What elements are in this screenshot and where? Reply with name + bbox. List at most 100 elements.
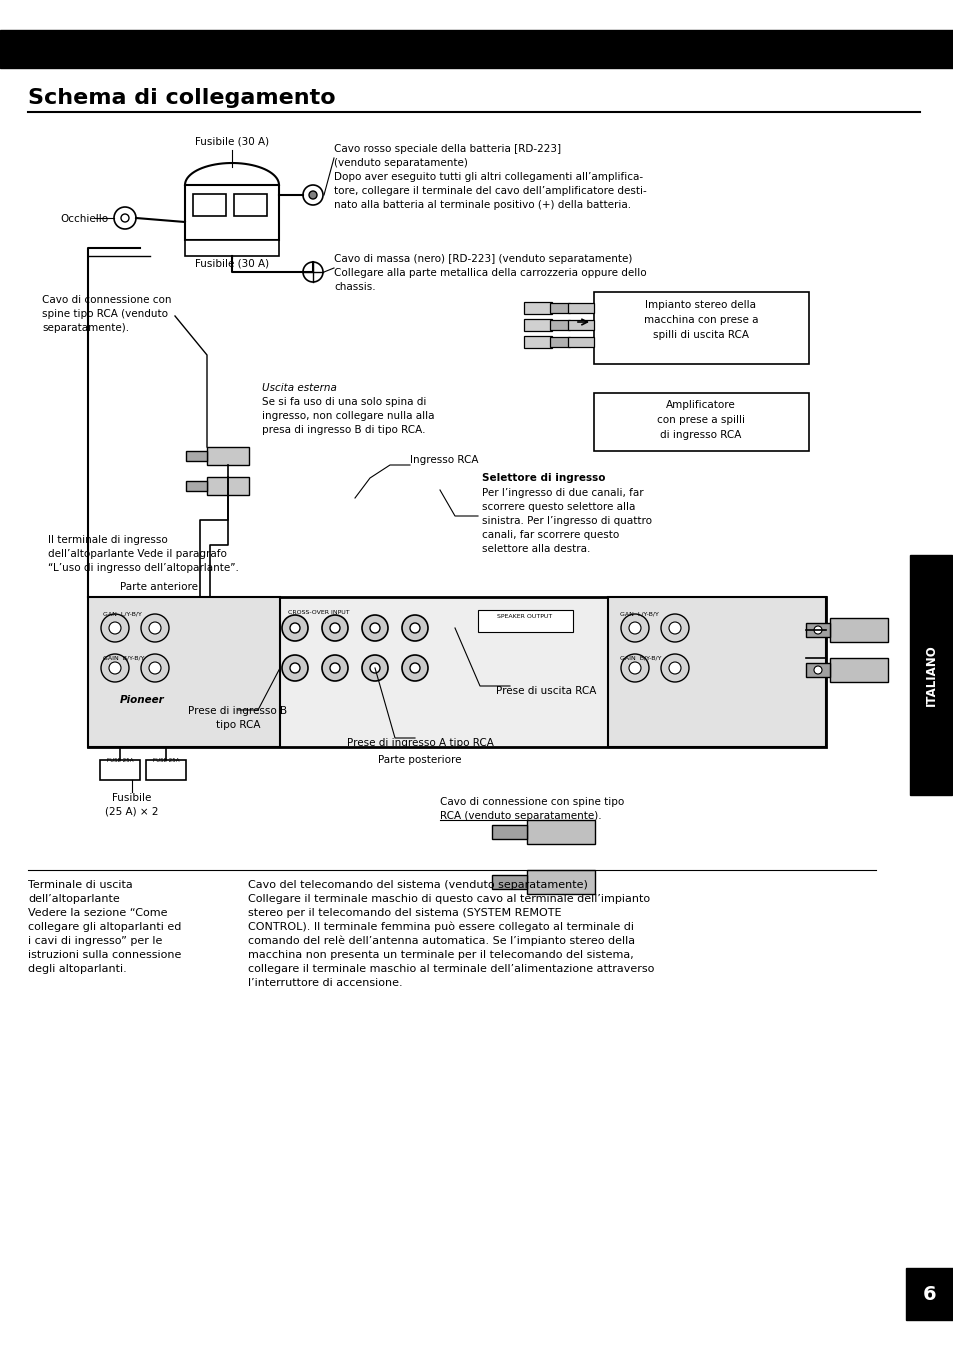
Text: 6: 6: [923, 1285, 936, 1304]
Text: Cavo di connessione con spine tipo: Cavo di connessione con spine tipo: [439, 797, 623, 808]
Bar: [523, 318, 552, 331]
Text: Prese di ingresso B: Prese di ingresso B: [189, 706, 287, 715]
Text: tore, collegare il terminale del cavo dell’amplificatore desti-: tore, collegare il terminale del cavo de…: [334, 186, 646, 196]
Text: (venduto separatamente): (venduto separatamente): [334, 159, 467, 168]
Bar: [185, 186, 278, 240]
Bar: [186, 451, 207, 461]
Bar: [88, 598, 280, 747]
Bar: [193, 194, 226, 215]
Bar: [594, 393, 808, 451]
Text: Impianto stereo della: Impianto stereo della: [645, 299, 756, 310]
Bar: [567, 304, 594, 313]
Circle shape: [101, 614, 129, 642]
Circle shape: [668, 622, 680, 634]
Bar: [146, 760, 186, 780]
Circle shape: [303, 186, 323, 205]
Bar: [550, 320, 569, 331]
Text: con prese a spilli: con prese a spilli: [657, 415, 744, 425]
Bar: [492, 825, 526, 839]
Text: Dopo aver eseguito tutti gli altri collegamenti all’amplifica-: Dopo aver eseguito tutti gli altri colle…: [334, 172, 642, 182]
Bar: [523, 302, 552, 314]
Circle shape: [330, 623, 339, 633]
Bar: [567, 320, 594, 331]
Bar: [186, 481, 207, 491]
Text: l’interruttore di accensione.: l’interruttore di accensione.: [248, 978, 402, 988]
Text: comando del relè dell’antenna automatica. Se l’impianto stereo della: comando del relè dell’antenna automatica…: [248, 936, 635, 947]
Bar: [594, 291, 808, 364]
Circle shape: [410, 623, 419, 633]
Text: selettore alla destra.: selettore alla destra.: [481, 543, 590, 554]
Text: chassis.: chassis.: [334, 282, 375, 291]
Circle shape: [628, 663, 640, 673]
Bar: [905, 1268, 953, 1320]
Bar: [550, 304, 569, 313]
Text: Fusibile: Fusibile: [112, 793, 152, 804]
Circle shape: [620, 654, 648, 682]
Text: Cavo rosso speciale della batteria [RD-223]: Cavo rosso speciale della batteria [RD-2…: [334, 144, 560, 154]
Circle shape: [113, 207, 136, 229]
Text: Se si fa uso di una solo spina di: Se si fa uso di una solo spina di: [262, 397, 426, 406]
Bar: [607, 598, 825, 747]
Bar: [0, 30, 953, 68]
Bar: [207, 447, 249, 465]
Circle shape: [813, 667, 821, 673]
Bar: [88, 598, 825, 747]
Text: Amplificatore: Amplificatore: [665, 400, 735, 411]
Circle shape: [309, 191, 316, 199]
Text: Per l’ingresso di due canali, far: Per l’ingresso di due canali, far: [481, 488, 643, 499]
Text: ITALIANO: ITALIANO: [923, 644, 937, 706]
Circle shape: [303, 262, 323, 282]
Text: separatamente).: separatamente).: [42, 322, 129, 333]
Text: GAN  L/Y-B/Y: GAN L/Y-B/Y: [619, 612, 659, 617]
Circle shape: [290, 663, 299, 673]
Text: CROSS-OVER INPUT: CROSS-OVER INPUT: [288, 610, 349, 615]
Text: GAIN  B/Y-B/Y: GAIN B/Y-B/Y: [103, 654, 144, 660]
Text: Cavo di massa (nero) [RD-223] (venduto separatamente): Cavo di massa (nero) [RD-223] (venduto s…: [334, 253, 632, 264]
Circle shape: [109, 663, 121, 673]
Circle shape: [660, 614, 688, 642]
Bar: [477, 610, 573, 631]
Text: macchina non presenta un terminale per il telecomando del sistema,: macchina non presenta un terminale per i…: [248, 950, 633, 959]
Circle shape: [141, 614, 169, 642]
Circle shape: [628, 622, 640, 634]
Text: Collegare il terminale maschio di questo cavo al terminale dell’impianto: Collegare il terminale maschio di questo…: [248, 894, 649, 904]
Bar: [567, 337, 594, 347]
Bar: [805, 663, 829, 678]
Circle shape: [282, 615, 308, 641]
Circle shape: [322, 654, 348, 682]
Text: Prese di ingresso A tipo RCA: Prese di ingresso A tipo RCA: [346, 738, 493, 748]
Text: i cavi di ingresso” per le: i cavi di ingresso” per le: [28, 936, 162, 946]
Bar: [233, 194, 267, 215]
Bar: [909, 556, 951, 795]
Circle shape: [322, 615, 348, 641]
Text: dell’altoparlante: dell’altoparlante: [28, 894, 120, 904]
Bar: [185, 240, 278, 256]
Text: Collegare alla parte metallica della carrozzeria oppure dello: Collegare alla parte metallica della car…: [334, 268, 646, 278]
Circle shape: [813, 626, 821, 634]
Circle shape: [410, 663, 419, 673]
Circle shape: [141, 654, 169, 682]
Text: canali, far scorrere questo: canali, far scorrere questo: [481, 530, 618, 541]
Text: (25 A) × 2: (25 A) × 2: [105, 808, 158, 817]
Text: Fusibile (30 A): Fusibile (30 A): [194, 257, 269, 268]
Text: Prese di uscita RCA: Prese di uscita RCA: [496, 686, 596, 696]
Bar: [829, 659, 887, 682]
Text: Terminale di uscita: Terminale di uscita: [28, 879, 132, 890]
Text: Selettore di ingresso: Selettore di ingresso: [481, 473, 605, 482]
Text: nato alla batteria al terminale positivo (+) della batteria.: nato alla batteria al terminale positivo…: [334, 201, 631, 210]
Text: presa di ingresso B di tipo RCA.: presa di ingresso B di tipo RCA.: [262, 425, 425, 435]
Text: Parte posteriore: Parte posteriore: [377, 755, 461, 766]
Text: FUSE 25A: FUSE 25A: [152, 757, 179, 763]
Text: dell’altoparlante Vede il paragrafo: dell’altoparlante Vede il paragrafo: [48, 549, 227, 560]
Circle shape: [401, 654, 428, 682]
Circle shape: [149, 622, 161, 634]
Circle shape: [121, 214, 129, 222]
Circle shape: [330, 663, 339, 673]
Circle shape: [620, 614, 648, 642]
Text: tipo RCA: tipo RCA: [215, 720, 260, 730]
Text: collegare gli altoparlanti ed: collegare gli altoparlanti ed: [28, 921, 181, 932]
Text: Il terminale di ingresso: Il terminale di ingresso: [48, 535, 168, 545]
Circle shape: [370, 623, 379, 633]
Text: Pioneer: Pioneer: [120, 695, 165, 705]
Text: Fusibile (30 A): Fusibile (30 A): [194, 136, 269, 146]
